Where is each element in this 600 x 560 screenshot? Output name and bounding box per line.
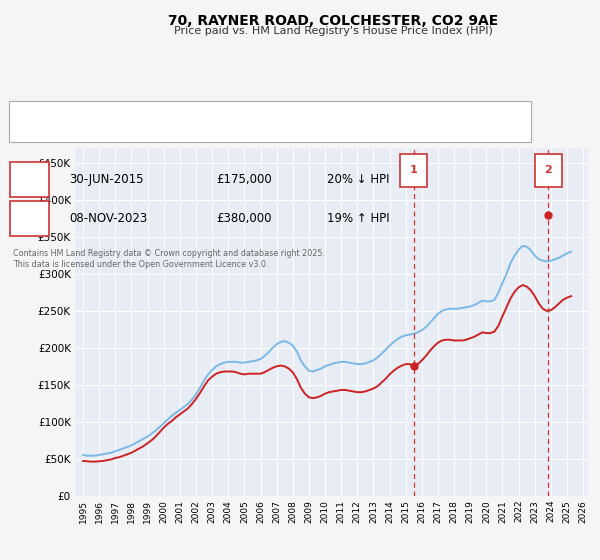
Text: —: — bbox=[27, 122, 41, 136]
FancyBboxPatch shape bbox=[535, 153, 562, 186]
Text: 1: 1 bbox=[410, 165, 418, 175]
Text: 2: 2 bbox=[545, 165, 553, 175]
Text: 19% ↑ HPI: 19% ↑ HPI bbox=[327, 212, 389, 225]
Text: 1: 1 bbox=[25, 172, 34, 186]
Text: 08-NOV-2023: 08-NOV-2023 bbox=[69, 212, 147, 225]
Text: —: — bbox=[27, 105, 41, 120]
Text: 70, RAYNER ROAD, COLCHESTER, CO2 9AE (semi-detached house): 70, RAYNER ROAD, COLCHESTER, CO2 9AE (se… bbox=[57, 108, 382, 118]
Text: £175,000: £175,000 bbox=[216, 172, 272, 186]
Text: 2: 2 bbox=[25, 212, 34, 225]
Text: 30-JUN-2015: 30-JUN-2015 bbox=[69, 172, 143, 186]
Text: Price paid vs. HM Land Registry's House Price Index (HPI): Price paid vs. HM Land Registry's House … bbox=[173, 26, 493, 36]
Text: 20% ↓ HPI: 20% ↓ HPI bbox=[327, 172, 389, 186]
Text: £380,000: £380,000 bbox=[216, 212, 271, 225]
Text: Contains HM Land Registry data © Crown copyright and database right 2025.
This d: Contains HM Land Registry data © Crown c… bbox=[13, 249, 325, 269]
FancyBboxPatch shape bbox=[400, 153, 427, 186]
Text: HPI: Average price, semi-detached house, Colchester: HPI: Average price, semi-detached house,… bbox=[57, 124, 317, 134]
Text: 70, RAYNER ROAD, COLCHESTER, CO2 9AE: 70, RAYNER ROAD, COLCHESTER, CO2 9AE bbox=[168, 14, 498, 28]
